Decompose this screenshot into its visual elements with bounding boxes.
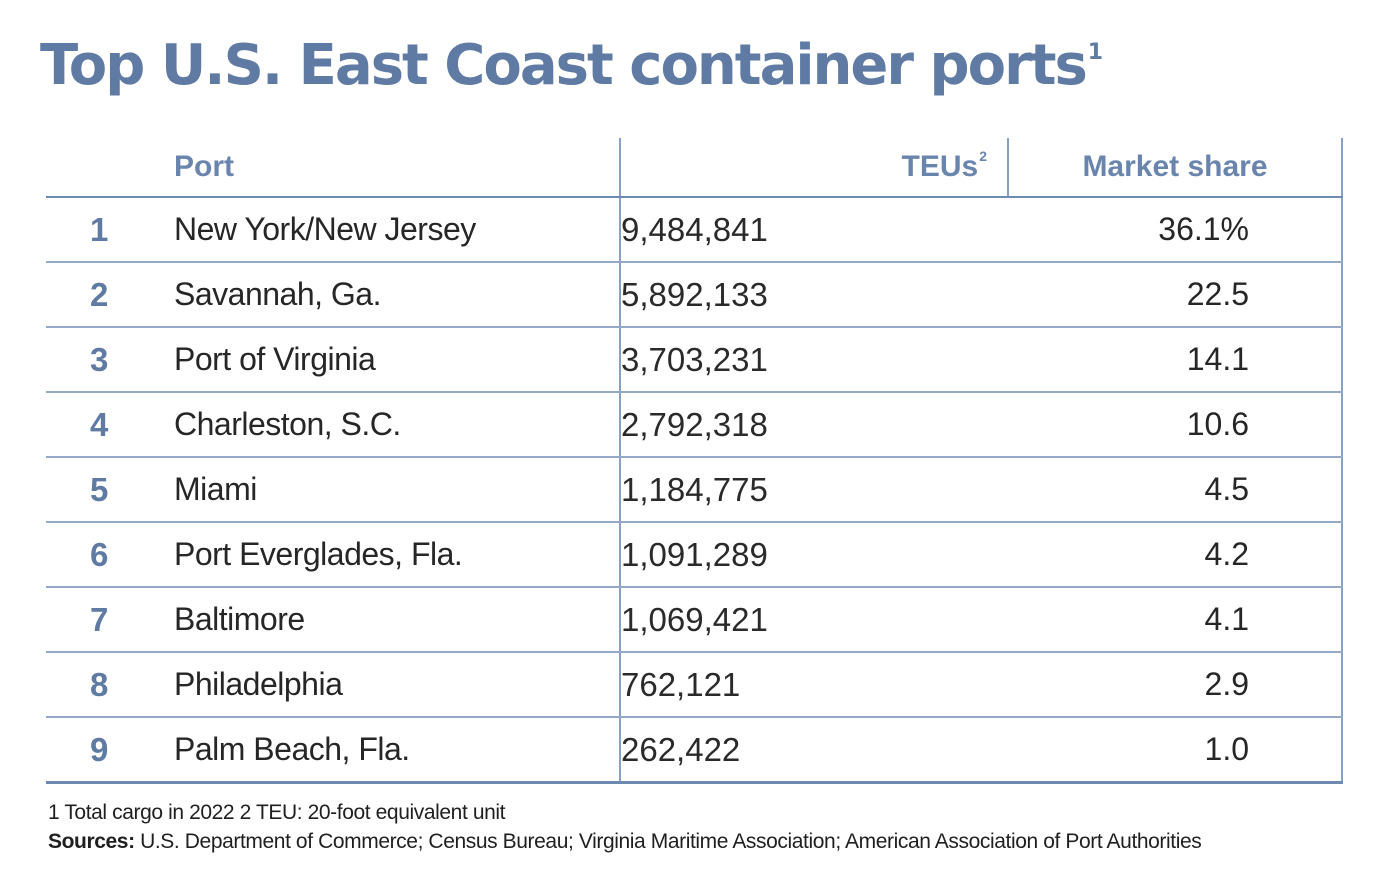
rank-cell: 8: [46, 652, 172, 718]
market-share-cell: 4.5: [1008, 457, 1343, 523]
rank-cell: 6: [46, 522, 172, 588]
teus-value-cell: 762,121: [620, 652, 1008, 718]
port-name-cell: New York/New Jersey: [172, 197, 621, 263]
market-share-cell: 36.1%: [1008, 197, 1343, 263]
sources-line: Sources: U.S. Department of Commerce; Ce…: [48, 827, 1202, 856]
teus-footnote-marker: 2: [979, 148, 987, 164]
rank-cell: 3: [46, 327, 172, 393]
rank-cell: 4: [46, 392, 172, 458]
footnote-text: 1 Total cargo in 2022 2 TEU: 20-foot equ…: [48, 801, 506, 824]
table-row: 4 Charleston, S.C. 2,792,318 10.6: [46, 392, 1343, 458]
table-row: 2 Savannah, Ga. 5,892,133 22.5: [46, 262, 1343, 328]
sources-label: Sources:: [48, 830, 135, 853]
table-row: 5 Miami 1,184,775 4.5: [46, 457, 1343, 523]
sources-text: U.S. Department of Commerce; Census Bure…: [134, 830, 1202, 853]
market-share-cell: 22.5: [1008, 262, 1343, 328]
port-name-cell: Port Everglades, Fla.: [172, 522, 621, 588]
teus-value-cell: 1,069,421: [620, 587, 1008, 653]
teus-value-cell: 2,792,318: [620, 392, 1008, 458]
rank-cell: 9: [46, 717, 172, 784]
table-row: 3 Port of Virginia 3,703,231 14.1: [46, 327, 1343, 393]
table-row: 6 Port Everglades, Fla. 1,091,289 4.2: [46, 522, 1343, 588]
table-row: 7 Baltimore 1,069,421 4.1: [46, 587, 1343, 653]
port-name-cell: Baltimore: [172, 587, 621, 653]
header-port: Port: [172, 138, 621, 198]
header-teus: TEUs2: [620, 138, 1009, 198]
market-share-cell: 10.6: [1008, 392, 1343, 458]
teus-value-cell: 9,484,841: [620, 197, 1008, 263]
port-name-cell: Savannah, Ga.: [172, 262, 621, 328]
teus-value-cell: 3,703,231: [620, 327, 1008, 393]
ports-table-container: Port TEUs2 Market share 1 New York/New Je…: [46, 138, 1343, 784]
table-row: 1 New York/New Jersey 9,484,841 36.1%: [46, 197, 1343, 263]
ports-table: Port TEUs2 Market share 1 New York/New Je…: [46, 138, 1343, 784]
table-row: 8 Philadelphia 762,121 2.9: [46, 652, 1343, 718]
teus-value-cell: 1,091,289: [620, 522, 1008, 588]
port-name-cell: Port of Virginia: [172, 327, 621, 393]
footnotes: 1 Total cargo in 2022 2 TEU: 20-foot equ…: [48, 798, 1202, 856]
port-name-cell: Philadelphia: [172, 652, 621, 718]
port-name-cell: Charleston, S.C.: [172, 392, 621, 458]
chart-title-text: Top U.S. East Coast container ports: [40, 33, 1088, 98]
market-share-cell: 14.1: [1008, 327, 1343, 393]
table-body: 1 New York/New Jersey 9,484,841 36.1% 2 Savan…: [46, 197, 1343, 784]
header-market-share: Market share: [1008, 138, 1343, 198]
port-name-cell: Miami: [172, 457, 621, 523]
market-share-cell: 1.0: [1008, 717, 1343, 784]
rank-cell: 5: [46, 457, 172, 523]
teus-value-cell: 5,892,133: [620, 262, 1008, 328]
market-share-cell: 4.1: [1008, 587, 1343, 653]
rank-cell: 2: [46, 262, 172, 328]
table-row: 9 Palm Beach, Fla. 262,422 1.0: [46, 717, 1343, 784]
market-share-cell: 4.2: [1008, 522, 1343, 588]
rank-cell: 1: [46, 197, 172, 263]
title-footnote-marker: 1: [1087, 40, 1104, 65]
teus-value-cell: 1,184,775: [620, 457, 1008, 523]
header-rank: [46, 138, 172, 198]
market-share-cell: 2.9: [1008, 652, 1343, 718]
header-row: Port TEUs2 Market share: [46, 138, 1343, 198]
port-name-cell: Palm Beach, Fla.: [172, 717, 621, 784]
table-header: Port TEUs2 Market share: [46, 138, 1343, 198]
chart-title: Top U.S. East Coast container ports1: [40, 38, 1103, 94]
header-teus-label: TEUs: [901, 150, 979, 183]
teus-value-cell: 262,422: [620, 717, 1008, 784]
rank-cell: 7: [46, 587, 172, 653]
